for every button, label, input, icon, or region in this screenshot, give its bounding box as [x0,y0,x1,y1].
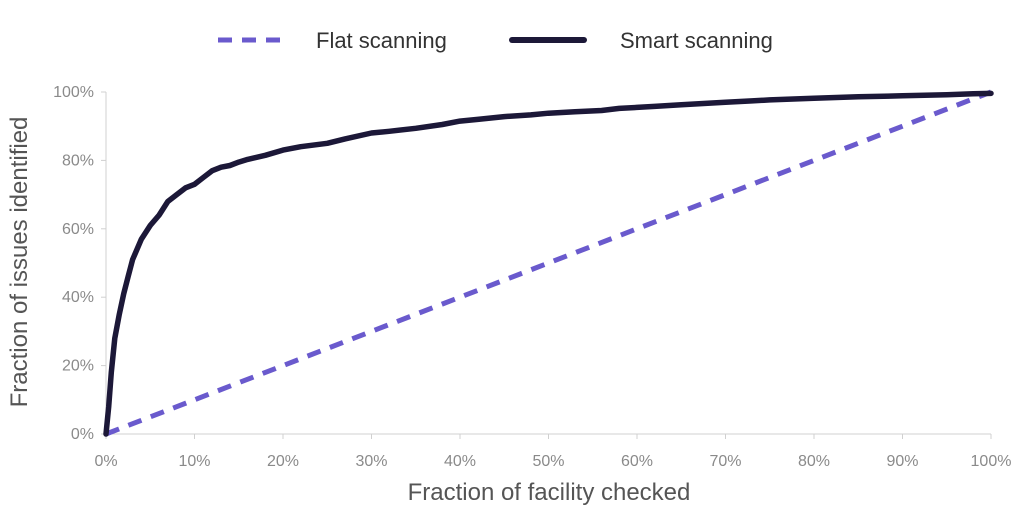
x-axis: 0% 10% 20% 30% 40% 50% 60% 70% 80% 90% 100% [94,433,1012,470]
legend: Flat scanning Smart scanning [218,28,773,53]
x-tick-label: 0% [94,453,117,470]
y-tick-label: 80% [62,152,94,169]
y-tick-label: 0% [71,426,94,443]
x-tick-label: 50% [532,453,564,470]
x-tick-label: 70% [709,453,741,470]
legend-label: Flat scanning [316,28,447,53]
legend-item-smart-scanning: Smart scanning [509,28,773,53]
y-tick-label: 100% [53,84,94,101]
x-tick-label: 80% [798,453,830,470]
y-tick-label: 60% [62,221,94,238]
legend-item-flat-scanning: Flat scanning [218,28,447,53]
series-line-smart-scanning [103,90,994,437]
y-tick-label: 40% [62,289,94,306]
y-axis-title: Fraction of issues identified [6,117,33,408]
x-tick-label: 60% [621,453,653,470]
series-line-flat-scanning [105,89,992,437]
x-tick-label: 10% [178,453,210,470]
x-tick-label: 40% [444,453,476,470]
x-axis-title: Fraction of facility checked [408,479,691,506]
x-tick-label: 100% [971,453,1012,470]
x-tick-label: 30% [355,453,387,470]
x-tick-label: 20% [267,453,299,470]
legend-label: Smart scanning [620,28,773,53]
y-tick-label: 20% [62,358,94,375]
x-tick-label: 90% [886,453,918,470]
y-axis: 0% 20% 40% 60% 80% 100% [53,84,107,443]
series-layer [103,89,994,437]
